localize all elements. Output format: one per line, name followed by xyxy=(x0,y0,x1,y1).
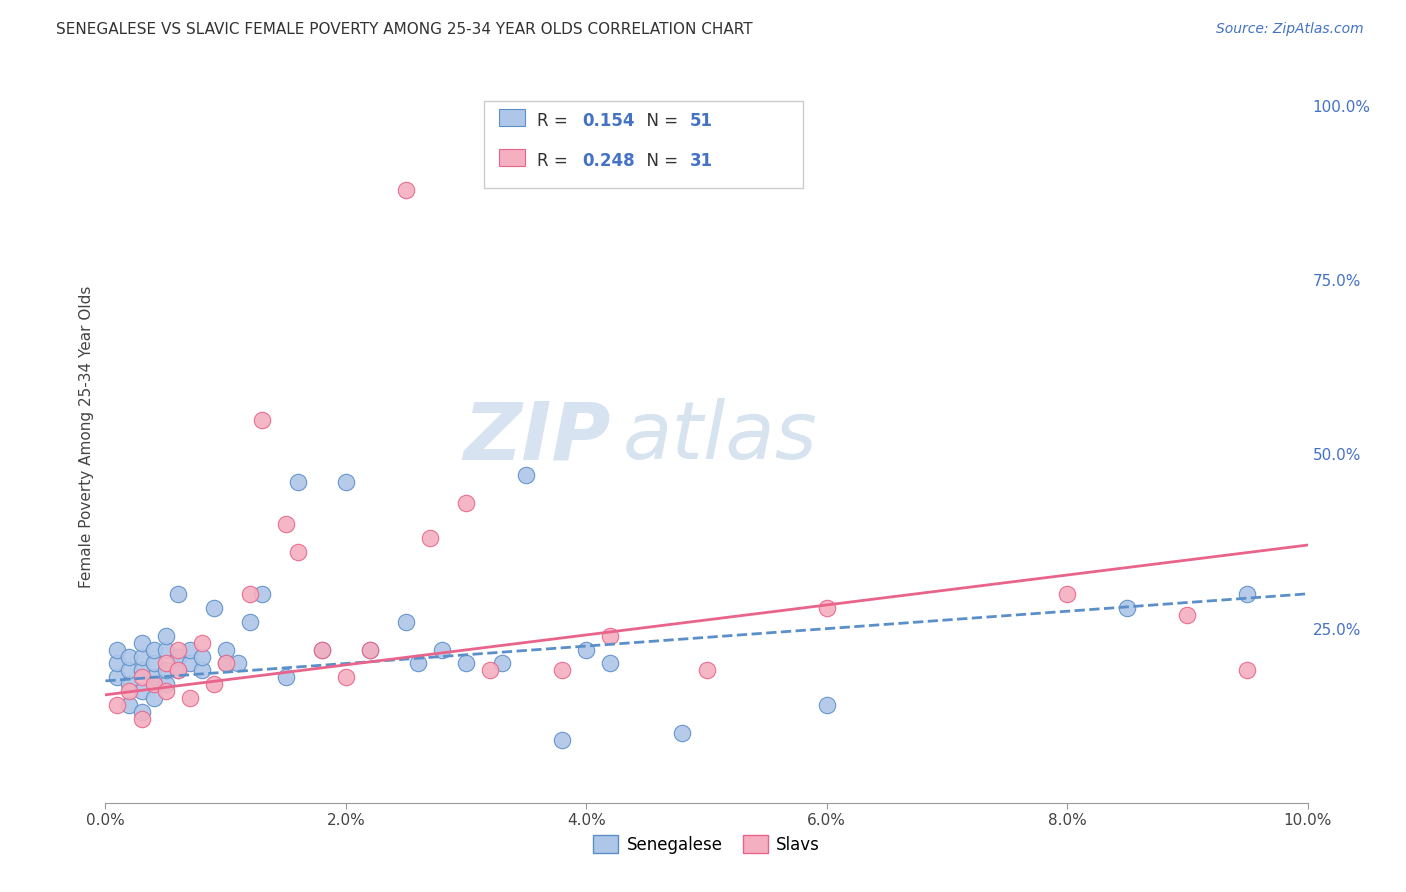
Text: N =: N = xyxy=(636,112,683,130)
FancyBboxPatch shape xyxy=(499,149,524,167)
Point xyxy=(250,412,273,426)
Point xyxy=(214,657,236,671)
Point xyxy=(671,726,693,740)
Point xyxy=(1056,587,1078,601)
FancyBboxPatch shape xyxy=(484,101,803,188)
Point xyxy=(190,664,212,678)
Point xyxy=(107,657,129,671)
Point xyxy=(118,664,141,678)
Point xyxy=(395,183,418,197)
Point xyxy=(142,670,165,684)
Point xyxy=(118,649,141,664)
Point xyxy=(131,705,153,719)
Point xyxy=(190,649,212,664)
Point xyxy=(202,600,225,615)
Point xyxy=(166,664,188,678)
Point xyxy=(287,475,309,490)
Point xyxy=(335,475,357,490)
Point xyxy=(430,642,453,657)
Point xyxy=(696,664,718,678)
Text: R =: R = xyxy=(537,153,574,170)
Point xyxy=(515,468,537,483)
Point xyxy=(155,677,177,691)
Point xyxy=(575,642,598,657)
Point xyxy=(131,684,153,698)
Point xyxy=(131,635,153,649)
Point xyxy=(239,615,262,629)
Point xyxy=(599,629,621,643)
Point xyxy=(142,657,165,671)
Point xyxy=(118,677,141,691)
Point xyxy=(131,712,153,726)
Point xyxy=(155,657,177,671)
Text: 51: 51 xyxy=(690,112,713,130)
Text: N =: N = xyxy=(636,153,683,170)
Point xyxy=(107,698,129,713)
Point xyxy=(359,642,381,657)
Point xyxy=(359,642,381,657)
Point xyxy=(479,664,502,678)
Point xyxy=(1236,587,1258,601)
Point xyxy=(131,670,153,684)
Point xyxy=(551,664,574,678)
Point xyxy=(155,629,177,643)
Point xyxy=(335,670,357,684)
Point xyxy=(179,657,201,671)
Point xyxy=(166,642,188,657)
Point xyxy=(155,642,177,657)
Point xyxy=(166,664,188,678)
Point xyxy=(202,677,225,691)
Point xyxy=(142,677,165,691)
Point xyxy=(107,642,129,657)
Legend: Senegalese, Slavs: Senegalese, Slavs xyxy=(586,829,827,860)
Point xyxy=(142,691,165,706)
Point xyxy=(1116,600,1139,615)
Point xyxy=(214,657,236,671)
Text: R =: R = xyxy=(537,112,574,130)
Text: Source: ZipAtlas.com: Source: ZipAtlas.com xyxy=(1216,22,1364,37)
Point xyxy=(131,664,153,678)
Point xyxy=(274,517,297,532)
Point xyxy=(226,657,249,671)
Point xyxy=(419,531,441,545)
Point xyxy=(142,642,165,657)
Point xyxy=(599,657,621,671)
Text: atlas: atlas xyxy=(623,398,817,476)
Point xyxy=(250,587,273,601)
Point xyxy=(166,587,188,601)
Point xyxy=(311,642,333,657)
Point xyxy=(395,615,418,629)
Point xyxy=(454,657,477,671)
Point xyxy=(155,684,177,698)
Text: ZIP: ZIP xyxy=(463,398,610,476)
Point xyxy=(287,545,309,559)
Y-axis label: Female Poverty Among 25-34 Year Olds: Female Poverty Among 25-34 Year Olds xyxy=(79,286,94,588)
Point xyxy=(815,698,838,713)
Point xyxy=(454,496,477,510)
Point xyxy=(239,587,262,601)
Point xyxy=(815,600,838,615)
Text: 0.154: 0.154 xyxy=(582,112,636,130)
Point xyxy=(491,657,513,671)
Point xyxy=(131,649,153,664)
Point xyxy=(118,698,141,713)
Point xyxy=(190,635,212,649)
Point xyxy=(214,642,236,657)
Point xyxy=(311,642,333,657)
FancyBboxPatch shape xyxy=(499,109,524,127)
Text: 31: 31 xyxy=(690,153,713,170)
Point xyxy=(551,733,574,747)
Point xyxy=(274,670,297,684)
Point xyxy=(406,657,429,671)
Text: SENEGALESE VS SLAVIC FEMALE POVERTY AMONG 25-34 YEAR OLDS CORRELATION CHART: SENEGALESE VS SLAVIC FEMALE POVERTY AMON… xyxy=(56,22,752,37)
Point xyxy=(179,642,201,657)
Point xyxy=(155,664,177,678)
Text: 0.248: 0.248 xyxy=(582,153,636,170)
Point xyxy=(166,649,188,664)
Point xyxy=(107,670,129,684)
Point xyxy=(1236,664,1258,678)
Point xyxy=(179,691,201,706)
Point xyxy=(1175,607,1198,622)
Point xyxy=(118,684,141,698)
